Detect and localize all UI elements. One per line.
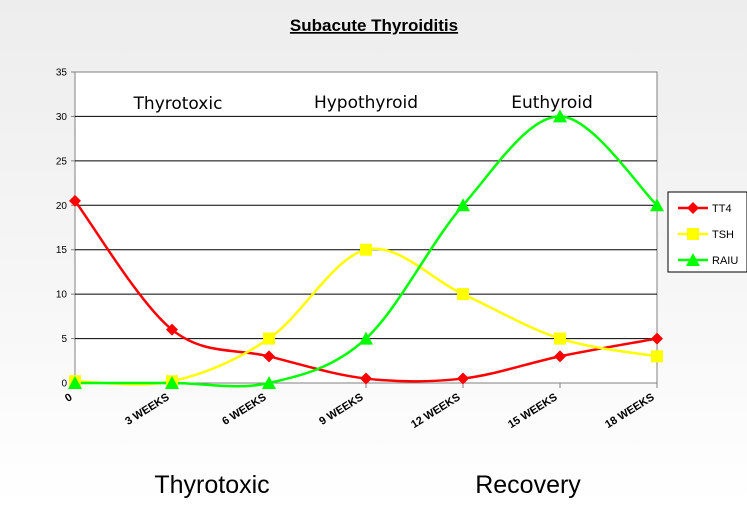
data-point-raiu [359, 331, 373, 345]
data-point-tsh [554, 332, 566, 345]
data-point-tsh [263, 332, 275, 345]
data-point-tt4 [69, 194, 81, 207]
phase-label-thyrotoxic: Thyrotoxic [133, 94, 223, 114]
y-tick-label: 5 [61, 334, 67, 345]
x-tick-label: 6 WEEKS [220, 391, 268, 427]
y-tick-label: 25 [56, 156, 68, 167]
footer-label-thyrotoxic: Thyrotoxic [154, 471, 269, 499]
data-point-raiu [650, 198, 664, 212]
phase-label-euthyroid: Euthyroid [511, 93, 593, 113]
legend-marker-raiu [686, 253, 700, 266]
y-tick-label: 0 [61, 379, 67, 390]
legend-label-tt4: TT4 [712, 203, 732, 215]
data-point-raiu [262, 376, 276, 389]
legend-box [667, 191, 747, 273]
data-point-tsh [360, 243, 372, 256]
x-tick-label: 9 WEEKS [317, 391, 365, 427]
y-tick-label: 30 [56, 112, 68, 123]
data-point-tt4 [457, 372, 469, 385]
y-tick-label: 20 [56, 201, 68, 212]
x-tick-label: 3 WEEKS [123, 391, 171, 427]
data-point-raiu [68, 376, 82, 389]
legend-label-raiu: RAIU [712, 255, 738, 267]
data-point-raiu [165, 376, 179, 389]
data-point-tt4 [360, 372, 372, 385]
phase-label-hypothyroid: Hypothyroid [314, 93, 418, 113]
data-point-tt4 [554, 350, 566, 363]
chart-title: Subacute Thyroiditis [290, 16, 458, 35]
data-point-tt4 [263, 350, 275, 363]
legend-label-tsh: TSH [712, 229, 734, 241]
legend: TT4 TSH RAIU [667, 191, 747, 273]
data-point-tsh [457, 288, 469, 301]
y-tick-label: 35 [56, 68, 68, 79]
legend-marker-tt4 [687, 202, 699, 214]
data-point-raiu [553, 109, 567, 123]
x-tick-label: 12 WEEKS [409, 391, 463, 431]
x-tick-label: 18 WEEKS [603, 391, 657, 431]
y-axis-ticks: 0 5 10 15 20 25 30 35 [56, 68, 75, 390]
data-point-raiu [456, 198, 470, 212]
data-point-tt4 [166, 323, 178, 336]
y-tick-label: 10 [56, 290, 68, 301]
data-series [68, 109, 664, 389]
x-tick-label: 15 WEEKS [506, 391, 560, 431]
legend-marker-tsh [687, 228, 699, 240]
data-point-tt4 [651, 332, 663, 345]
data-point-tsh [651, 350, 663, 363]
y-tick-label: 15 [56, 245, 68, 256]
x-tick-label: 0 [63, 391, 75, 404]
x-axis-ticks: 0 3 WEEKS 6 WEEKS 9 WEEKS 12 WEEKS 15 WEEKS 18… [63, 383, 658, 431]
footer-label-recovery: Recovery [475, 471, 581, 499]
